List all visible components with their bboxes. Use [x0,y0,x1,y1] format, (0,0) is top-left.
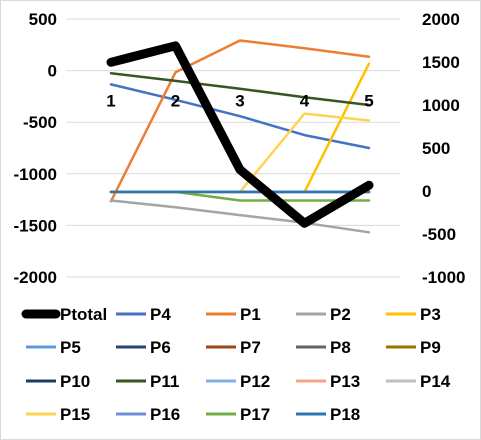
legend-label: P4 [150,305,171,324]
legend-label: P11 [150,372,179,391]
legend-label: P5 [60,338,81,357]
left-tick-label: -2000 [14,268,57,287]
right-tick-label: 0 [422,182,431,201]
legend-label: P2 [330,305,351,324]
legend-label: P9 [420,338,441,357]
series-line-p17 [109,190,371,202]
left-tick-label: -1000 [14,165,57,184]
category-label: 2 [171,92,180,111]
right-tick-label: 500 [422,139,450,158]
left-axis-ticks: 500 0 -500 -1000 -1500 -2000 [14,10,57,287]
right-axis-ticks: 2000 1500 1000 500 0 -500 -1000 [422,10,465,287]
category-labels: 1 2 3 4 5 [106,92,373,111]
left-tick-label: -500 [23,113,57,132]
series-line-p11 [109,71,371,107]
series-line-ptotal [106,41,374,228]
legend-label: P3 [420,305,441,324]
legend-label: P14 [420,372,451,391]
right-tick-label: 2000 [422,10,460,29]
series-line-p4 [109,83,371,150]
category-label: 1 [106,92,115,111]
series-lines [106,39,374,234]
left-tick-label: -1500 [14,216,57,235]
legend-label: P10 [60,372,90,391]
legend-label: P16 [150,405,180,424]
legend-label: Ptotal [60,305,107,324]
legend-label: P1 [240,305,261,324]
category-label: 5 [364,92,373,111]
legend-label: P17 [240,405,270,424]
legend-label: P13 [330,372,360,391]
legend-label: P12 [240,372,270,391]
legend: Ptotal P4 P1 P2 P3 P5 P6 P7 P8 P9 P10 P11 P12 P13 P14 P… [21,305,451,424]
series-line-p1 [109,39,371,203]
legend-label: P8 [330,338,351,357]
legend-label: P6 [150,338,171,357]
right-tick-label: 1500 [422,53,460,72]
right-tick-label: -1000 [422,268,465,287]
right-tick-label: 1000 [422,96,460,115]
series-line-p2 [109,199,371,234]
legend-label: P18 [330,405,360,424]
category-label: 4 [300,92,310,111]
gridlines [66,18,400,278]
category-label: 3 [235,92,244,111]
left-tick-label: 0 [48,62,57,81]
left-tick-label: 500 [29,10,57,29]
legend-label: P15 [60,405,90,424]
right-tick-label: -500 [422,225,456,244]
legend-label: P7 [240,338,261,357]
